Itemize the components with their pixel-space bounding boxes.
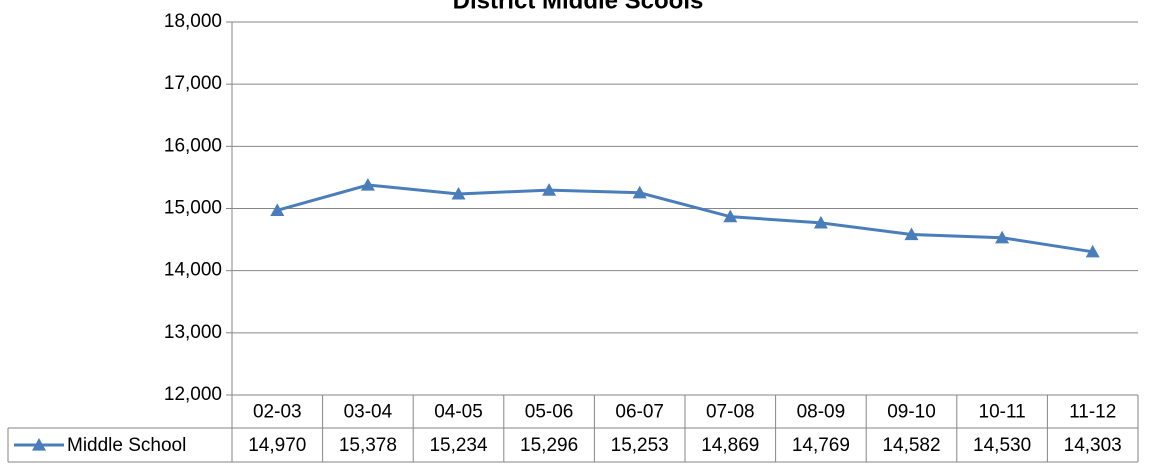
x-tick-label: 04-05 xyxy=(434,402,483,423)
y-tick-label: 18,000 xyxy=(164,11,222,32)
point-marker xyxy=(904,227,919,241)
table-value: 14,582 xyxy=(882,435,940,456)
point-marker xyxy=(270,203,285,216)
table-value: 14,970 xyxy=(248,435,306,456)
point-marker xyxy=(1085,244,1100,258)
y-tick-label: 16,000 xyxy=(164,135,222,156)
x-tick-label: 03-04 xyxy=(344,402,393,423)
x-tick-label: 06-07 xyxy=(615,402,664,423)
table-value: 15,296 xyxy=(520,435,578,456)
x-tick-label: 07-08 xyxy=(706,402,755,423)
y-tick-label: 12,000 xyxy=(164,384,222,405)
table-value: 15,234 xyxy=(429,435,488,456)
table-value: 14,769 xyxy=(792,435,850,456)
x-tick-label: 09-10 xyxy=(887,402,936,423)
x-tick-label: 05-06 xyxy=(525,402,574,423)
y-tick-label: 15,000 xyxy=(164,198,222,219)
point-marker xyxy=(995,230,1010,244)
point-marker xyxy=(723,209,738,223)
point-marker xyxy=(813,215,828,229)
y-tick-label: 13,000 xyxy=(164,322,222,343)
point-marker xyxy=(632,185,647,199)
series-line xyxy=(276,183,1093,254)
x-tick-label: 02-03 xyxy=(253,402,302,423)
table-value: 14,530 xyxy=(973,435,1031,456)
x-tick-label: 10-11 xyxy=(979,402,1026,423)
table-value: 14,303 xyxy=(1064,435,1122,456)
chart-title: District Middle Scools xyxy=(453,0,704,14)
table-value: 15,253 xyxy=(611,435,669,456)
y-tick-label: 14,000 xyxy=(164,260,222,281)
x-tick-label: 08-09 xyxy=(797,402,846,423)
table-value: 14,869 xyxy=(701,435,759,456)
table-value: 15,378 xyxy=(339,435,397,456)
point-marker xyxy=(542,183,557,196)
point-marker xyxy=(451,186,466,200)
legend-marker xyxy=(32,438,46,451)
point-marker xyxy=(360,178,375,191)
x-tick-label: 11-12 xyxy=(1069,402,1116,423)
legend-label: Middle School xyxy=(67,435,186,456)
y-tick-label: 17,000 xyxy=(164,73,222,94)
